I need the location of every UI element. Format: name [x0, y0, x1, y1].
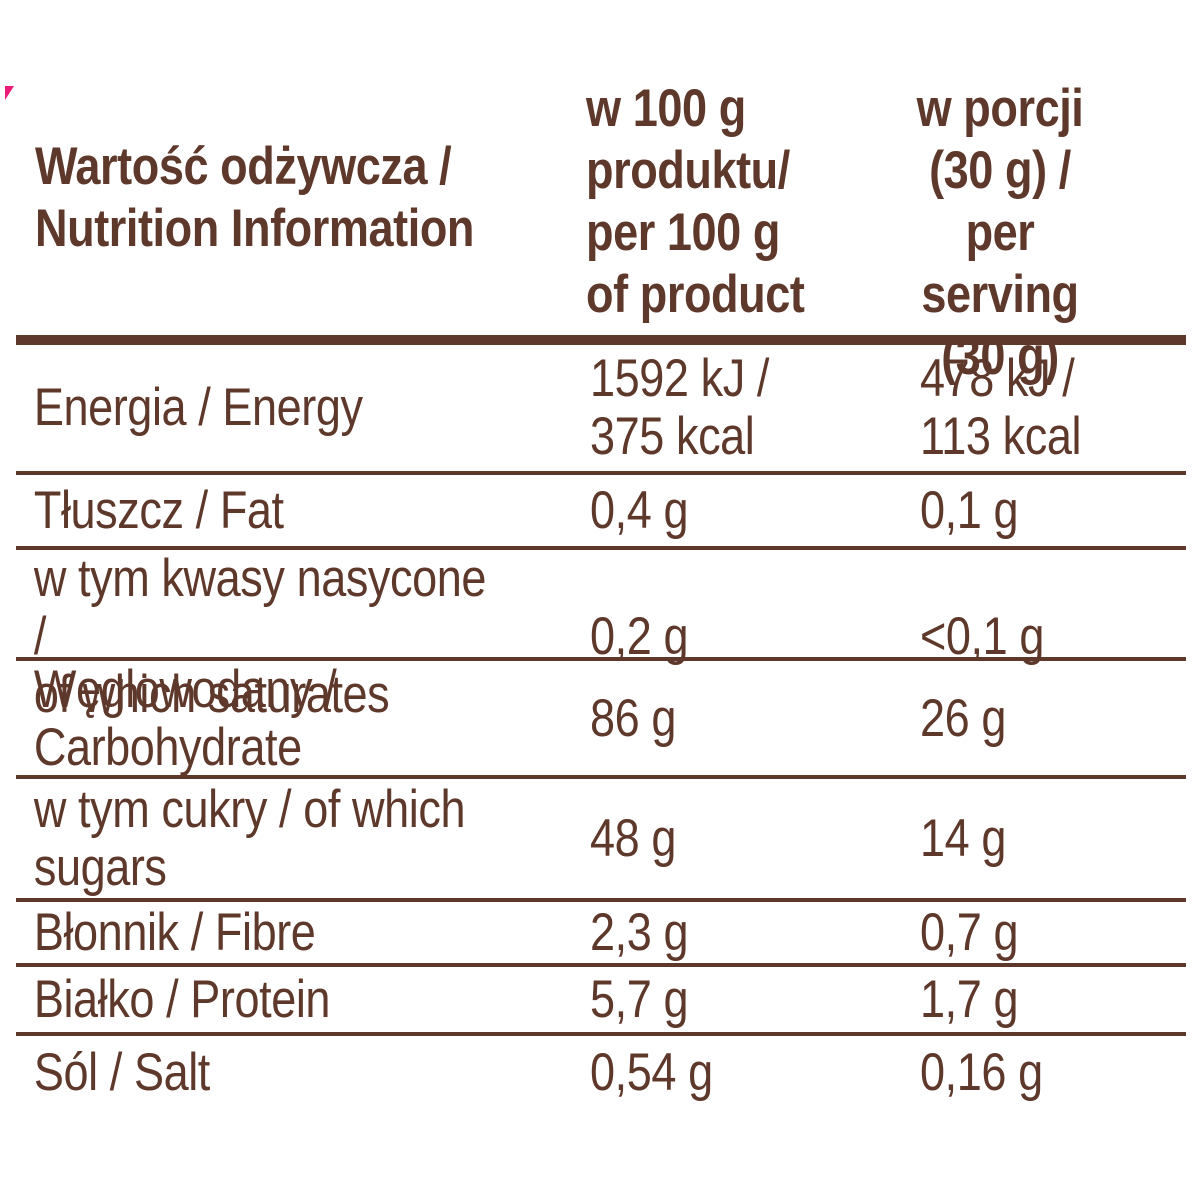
table-row-energy: Energia / Energy 1592 kJ / 375 kcal 478 … [16, 345, 1186, 475]
table-row-saturates: w tym kwasy nasycone / of which saturate… [16, 550, 1186, 724]
row-label: Tłuszcz / Fat [33, 480, 284, 540]
value-per-serving: 0,16 g [920, 1043, 1043, 1102]
row-label: Błonnik / Fibre [33, 902, 316, 962]
value-per-100g: 0,54 g [590, 1043, 713, 1102]
header-divider-rule [16, 335, 1186, 345]
table-row-sugars: w tym cukry / of which sugars 48 g 14 g [16, 779, 1186, 902]
row-label: w tym cukry / of which sugars [33, 779, 466, 897]
value-per-serving: 14 g [920, 808, 1006, 868]
value-per-serving: 478 kJ / 113 kcal [920, 349, 1082, 466]
value-per-100g: 1592 kJ / 375 kcal [590, 349, 770, 466]
row-label: Węglowodany / Carbohydrate [33, 660, 337, 777]
value-per-100g: 48 g [590, 808, 676, 868]
value-per-serving: 0,7 g [920, 902, 1019, 962]
header-nutrition-information: Wartość odżywcza / Nutrition Information [35, 137, 475, 258]
table-row-fibre: Błonnik / Fibre 2,3 g 0,7 g [16, 902, 1186, 967]
table-row-protein: Białko / Protein 5,7 g 1,7 g [16, 967, 1186, 1036]
value-per-serving: 0,1 g [920, 480, 1019, 540]
value-per-serving: 1,7 g [920, 969, 1019, 1029]
table-row-salt: Sól / Salt 0,54 g 0,16 g [16, 1036, 1186, 1110]
value-per-serving: <0,1 g [920, 607, 1044, 666]
pink-corner-mark [5, 86, 14, 100]
nutrition-table: Energia / Energy 1592 kJ / 375 kcal 478 … [16, 345, 1186, 1110]
row-label: Energia / Energy [33, 378, 363, 437]
value-per-100g: 86 g [590, 689, 676, 748]
value-per-100g: 0,4 g [590, 480, 689, 540]
value-per-100g: 0,2 g [590, 607, 689, 666]
value-per-100g: 5,7 g [590, 969, 689, 1029]
row-label: w tym kwasy nasycone / of which saturate… [33, 549, 487, 724]
value-per-100g: 2,3 g [590, 902, 689, 962]
row-label: Białko / Protein [33, 969, 331, 1029]
table-row-fat: Tłuszcz / Fat 0,4 g 0,1 g [16, 475, 1186, 550]
row-label: Sól / Salt [33, 1043, 210, 1102]
table-row-carbohydrate: Węglowodany / Carbohydrate 86 g 26 g [16, 661, 1186, 779]
value-per-serving: 26 g [920, 689, 1006, 748]
header-per-100g: w 100 g produktu/ per 100 g of product [586, 79, 805, 324]
